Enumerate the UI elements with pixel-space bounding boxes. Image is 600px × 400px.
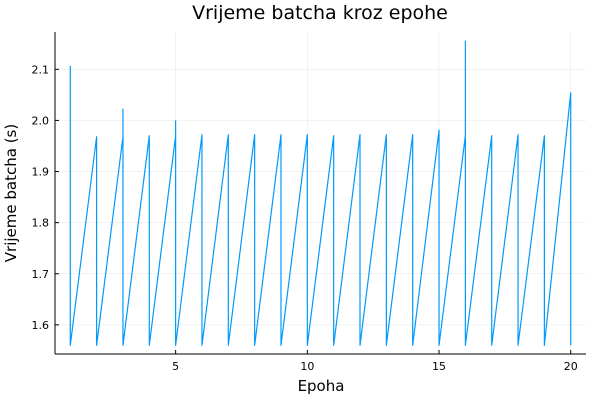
series-layer (69, 40, 572, 346)
y-tick-label: 1.7 (32, 268, 50, 281)
y-tick-label: 1.6 (32, 319, 50, 332)
y-tick-label: 1.8 (32, 217, 50, 230)
x-tick-label: 20 (564, 360, 578, 373)
x-axis-label: Epoha (298, 377, 345, 395)
y-axis-label: Vrijeme batcha (s) (2, 124, 20, 262)
x-tick-label: 5 (172, 360, 179, 373)
chart-title: Vrijeme batcha kroz epohe (192, 2, 448, 24)
y-tick-label: 2.0 (32, 114, 50, 127)
y-tick-label: 1.9 (32, 166, 50, 179)
series-line-1 (69, 65, 572, 346)
x-tick-label: 15 (432, 360, 446, 373)
x-tick-label: 10 (300, 360, 314, 373)
y-tick-label: 2.1 (32, 63, 50, 76)
axes: 5 10 15 20 1.6 1.7 1.8 1.9 2.0 2.1 (32, 32, 586, 373)
